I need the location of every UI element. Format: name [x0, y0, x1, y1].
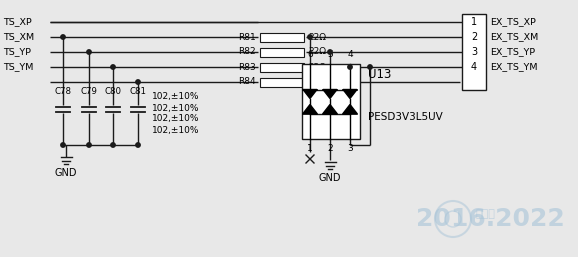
Text: TS_XM: TS_XM [3, 32, 34, 41]
Text: 22Ω: 22Ω [308, 48, 326, 57]
Text: 102,±10%: 102,±10% [152, 104, 199, 113]
Text: 4: 4 [471, 62, 477, 72]
Circle shape [348, 65, 352, 69]
Text: U13: U13 [368, 68, 391, 80]
Text: 22Ω: 22Ω [308, 32, 326, 41]
Bar [260, 32, 304, 41]
Text: PESD3V3L5UV: PESD3V3L5UV [368, 112, 443, 122]
Text: 3: 3 [471, 47, 477, 57]
Text: R83: R83 [238, 62, 256, 71]
Circle shape [368, 65, 372, 69]
Text: 3: 3 [347, 144, 353, 153]
Text: EX_TS_XP: EX_TS_XP [490, 17, 536, 26]
Bar [260, 48, 304, 57]
Text: EX_TS_YP: EX_TS_YP [490, 48, 535, 57]
Text: 102,±10%: 102,±10% [152, 125, 199, 134]
Circle shape [136, 143, 140, 147]
Text: 5: 5 [327, 50, 333, 59]
Text: 4: 4 [347, 50, 353, 59]
Polygon shape [343, 105, 357, 114]
Text: 1: 1 [307, 144, 313, 153]
Bar [260, 62, 304, 71]
Text: C79: C79 [80, 87, 98, 96]
Polygon shape [303, 89, 317, 98]
Circle shape [111, 143, 115, 147]
Text: GND: GND [318, 173, 341, 183]
Text: TS_YM: TS_YM [3, 62, 34, 71]
Bar [302, 64, 360, 139]
Text: 102,±10%: 102,±10% [152, 115, 199, 124]
Text: R84: R84 [238, 78, 256, 87]
Polygon shape [303, 105, 317, 114]
Text: 日月展: 日月展 [475, 209, 495, 219]
Text: C80: C80 [105, 87, 121, 96]
Text: TS_XP: TS_XP [3, 17, 32, 26]
Polygon shape [323, 89, 337, 98]
Circle shape [328, 50, 332, 54]
Text: R82: R82 [238, 48, 256, 57]
Text: GND: GND [55, 168, 77, 178]
Text: 1: 1 [471, 17, 477, 27]
Text: 102,±10%: 102,±10% [152, 93, 199, 102]
Text: 2: 2 [471, 32, 477, 42]
Text: TS_YP: TS_YP [3, 48, 31, 57]
Text: 2: 2 [327, 144, 333, 153]
Circle shape [87, 50, 91, 54]
Text: EX_TS_YM: EX_TS_YM [490, 62, 538, 71]
Circle shape [61, 143, 65, 147]
Text: 6: 6 [307, 50, 313, 59]
Polygon shape [323, 105, 337, 114]
Bar [260, 78, 304, 87]
Text: 22Ω: 22Ω [308, 62, 326, 71]
Text: C78: C78 [54, 87, 72, 96]
Text: R81: R81 [238, 32, 256, 41]
Circle shape [136, 80, 140, 84]
Text: 22Ω: 22Ω [308, 78, 326, 87]
Circle shape [61, 35, 65, 39]
Text: EX_TS_XM: EX_TS_XM [490, 32, 538, 41]
Polygon shape [343, 89, 357, 98]
Circle shape [111, 65, 115, 69]
Bar [462, 14, 486, 90]
Text: 2016.2022: 2016.2022 [416, 207, 564, 231]
Circle shape [87, 143, 91, 147]
Text: C81: C81 [129, 87, 146, 96]
Circle shape [308, 35, 312, 39]
